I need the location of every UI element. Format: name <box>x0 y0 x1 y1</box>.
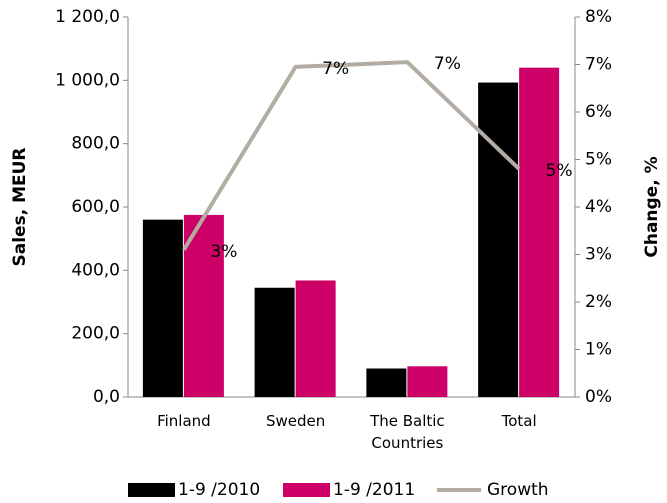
data-label: 5% <box>546 161 573 181</box>
x-tick-label: Sweden <box>265 412 326 430</box>
bar <box>478 82 519 398</box>
x-tick-label: Total <box>501 412 537 430</box>
bar <box>254 287 295 397</box>
data-label: 3% <box>210 242 237 262</box>
y2-tick-label: 1% <box>585 340 612 360</box>
y-tick-label: 400,0 <box>71 260 120 280</box>
bar <box>183 214 224 397</box>
y-tick-label: 600,0 <box>71 197 120 217</box>
bar <box>519 67 560 398</box>
bar <box>295 280 336 397</box>
y2-tick-label: 3% <box>585 245 612 265</box>
bar <box>407 366 448 397</box>
legend-label: 1-9 /2010 <box>178 480 260 500</box>
legend-label: Growth <box>487 480 549 500</box>
y-tick-label: 1 200,0 <box>55 7 120 27</box>
y-tick-label: 1 000,0 <box>55 70 120 90</box>
data-label: 7% <box>322 59 349 79</box>
y2-tick-label: 4% <box>585 197 612 217</box>
y2-tick-label: 5% <box>585 150 612 170</box>
y2-tick-label: 6% <box>585 102 612 122</box>
y-tick-label: 200,0 <box>71 324 120 344</box>
legend-swatch <box>128 483 175 497</box>
y-tick-label: 0,0 <box>93 387 120 407</box>
y-axis-title: Sales, MEUR <box>10 148 30 267</box>
legend-swatch <box>283 483 330 497</box>
y2-tick-label: 7% <box>585 55 612 75</box>
y-tick-label: 800,0 <box>71 134 120 154</box>
x-tick-label: Finland <box>157 412 211 430</box>
y2-tick-label: 0% <box>585 387 612 407</box>
data-label: 7% <box>434 54 461 74</box>
x-tick-label: The Baltic Countries <box>370 412 445 452</box>
y2-axis-title: Change, % <box>642 156 662 257</box>
growth-line <box>182 60 521 251</box>
bar <box>142 219 183 397</box>
y2-tick-label: 8% <box>585 7 612 27</box>
y2-tick-label: 2% <box>585 292 612 312</box>
bar <box>366 368 407 397</box>
legend-label: 1-9 /2011 <box>333 480 415 500</box>
